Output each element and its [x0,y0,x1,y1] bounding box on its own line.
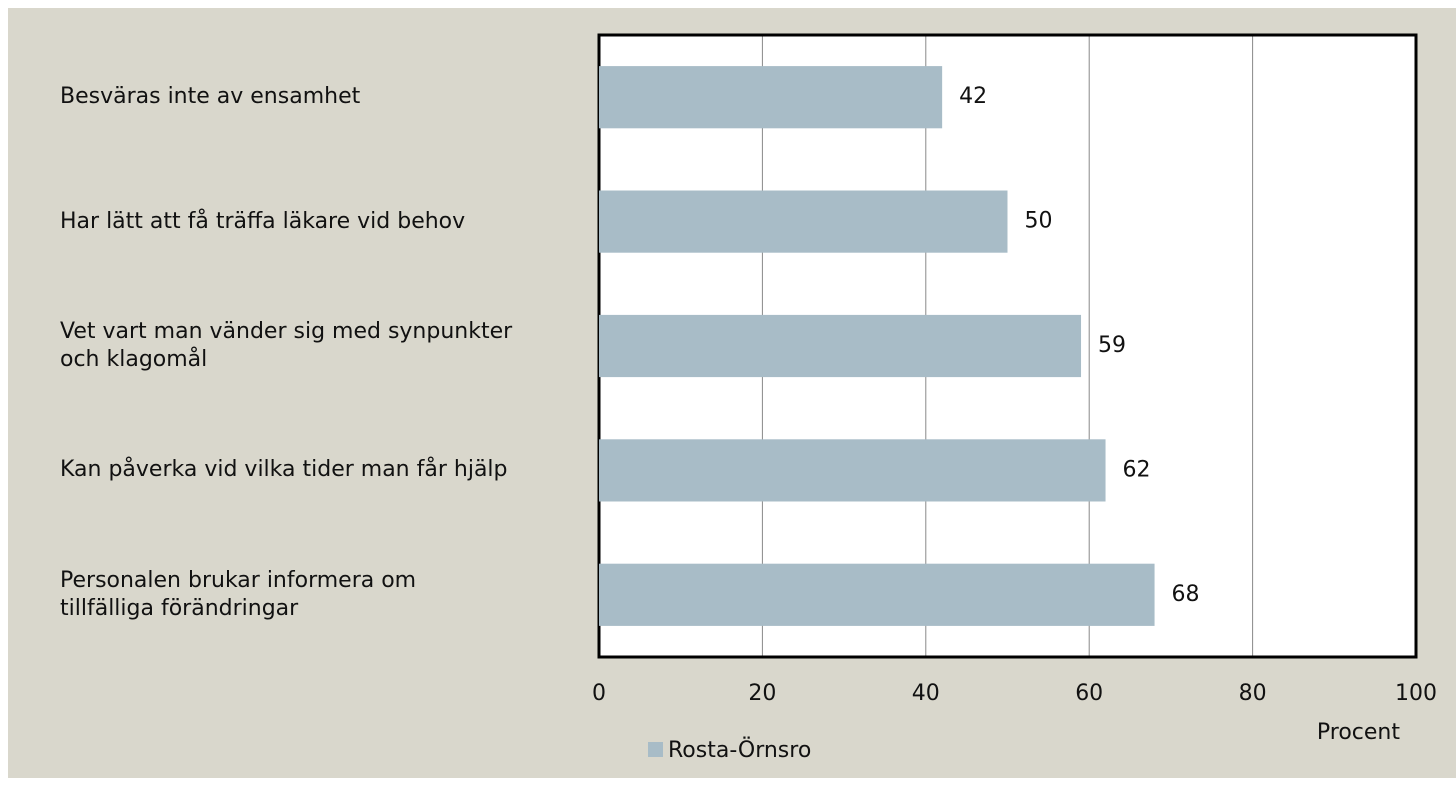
bar [599,314,1082,378]
bar [599,66,943,129]
bar [599,190,1008,253]
x-tick-label: 40 [912,681,940,706]
data-label: 68 [1172,582,1200,607]
x-axis-label: Procent [1317,720,1400,745]
x-tick-label: 20 [748,681,776,706]
data-label: 50 [1025,209,1053,234]
y-tick-label: Personalen brukar informera om tillfälli… [60,567,417,621]
data-label: 59 [1098,333,1126,358]
data-label: 62 [1123,457,1151,482]
y-tick-label: Har lätt att få träffa läkare vid behov [60,208,466,234]
x-tick-label: 100 [1395,681,1437,706]
data-label: 42 [959,84,987,109]
bar [599,439,1106,502]
x-tick-label: 60 [1075,681,1103,706]
legend-label: Rosta-Örnsro [668,737,811,763]
y-tick-label: Kan påverka vid vilka tider man får hjäl… [60,457,508,483]
bar [599,563,1155,626]
legend-swatch [648,742,663,757]
y-tick-label: Vet vart man vänder sig med synpunkter o… [60,319,513,372]
x-tick-label: 80 [1239,681,1267,706]
y-tick-label: Besväras inte av ensamhet [60,84,361,110]
x-tick-label: 0 [592,681,606,706]
